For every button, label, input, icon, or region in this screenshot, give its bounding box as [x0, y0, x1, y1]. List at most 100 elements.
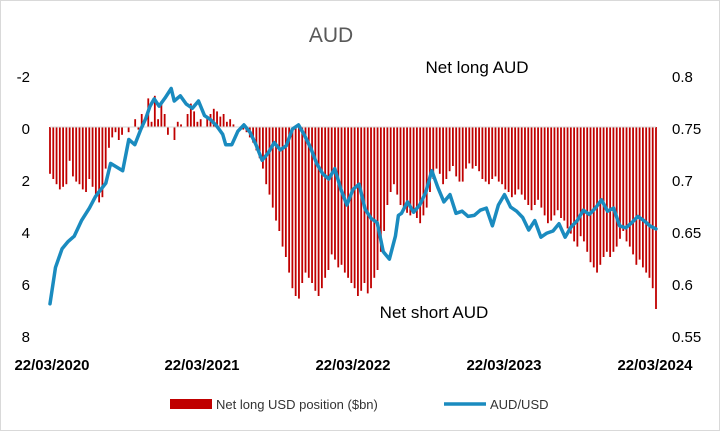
- bar: [399, 127, 402, 205]
- x-tick-label: 22/03/2023: [466, 357, 541, 374]
- bar: [648, 127, 651, 278]
- bar: [389, 127, 392, 192]
- bar: [117, 127, 120, 140]
- bar: [622, 127, 625, 231]
- bar: [596, 127, 598, 273]
- bar: [160, 101, 163, 127]
- bar: [298, 127, 300, 299]
- bar: [527, 127, 530, 205]
- bar: [481, 127, 484, 179]
- bar: [127, 127, 130, 133]
- bar: [281, 127, 284, 247]
- bar: [573, 127, 576, 242]
- left-tick-label: 4: [22, 225, 30, 242]
- bar: [199, 119, 202, 127]
- bar: [628, 127, 631, 247]
- bar: [350, 127, 353, 283]
- bar: [425, 127, 428, 208]
- bar: [569, 127, 572, 234]
- bar: [111, 127, 114, 138]
- bar: [114, 127, 117, 133]
- bar: [278, 127, 281, 231]
- bar: [379, 127, 382, 252]
- bar: [642, 127, 644, 268]
- bar: [471, 127, 474, 169]
- bar: [501, 127, 503, 185]
- bar: [212, 108, 215, 127]
- bar: [448, 127, 451, 172]
- bar: [651, 127, 654, 289]
- bar: [409, 127, 412, 216]
- bar: [314, 127, 317, 291]
- legend-line-label: AUD/USD: [490, 397, 549, 412]
- bar: [137, 127, 140, 130]
- bar: [304, 127, 307, 273]
- bar: [412, 127, 415, 211]
- x-axis-ticks: 22/03/2020 22/03/2021 22/03/2022 22/03/2…: [14, 357, 693, 374]
- bar: [268, 127, 271, 195]
- bar: [353, 127, 356, 289]
- bar: [547, 127, 549, 224]
- bar: [465, 127, 467, 169]
- bar: [576, 127, 579, 247]
- bar: [85, 127, 87, 192]
- bar: [478, 127, 481, 172]
- bar: [307, 127, 310, 278]
- left-tick-label: 6: [22, 277, 30, 294]
- bar: [386, 127, 389, 205]
- bar: [635, 127, 638, 265]
- bar: [586, 127, 589, 252]
- bar: [78, 127, 81, 185]
- bar: [419, 127, 422, 224]
- bar: [488, 127, 490, 185]
- x-tick-label: 22/03/2020: [14, 357, 89, 374]
- bar: [615, 127, 618, 247]
- bar: [507, 127, 510, 192]
- bar: [75, 127, 78, 182]
- bar: [72, 127, 74, 177]
- bar: [68, 127, 71, 161]
- bar: [510, 127, 513, 198]
- bar: [474, 127, 477, 166]
- bar: [461, 127, 464, 182]
- bar: [320, 127, 323, 289]
- bar: [121, 127, 123, 135]
- bar: [222, 114, 225, 127]
- bar: [108, 127, 110, 148]
- bar: [402, 127, 405, 208]
- bar: [62, 127, 64, 187]
- annotation-net-long: Net long AUD: [426, 58, 529, 77]
- bar: [540, 127, 543, 208]
- bar: [517, 127, 520, 190]
- bar: [553, 127, 556, 216]
- bar: [484, 127, 487, 182]
- bar: [294, 127, 297, 296]
- bar: [514, 127, 517, 195]
- bar: [324, 127, 327, 278]
- bar: [255, 127, 258, 151]
- bar: [176, 121, 179, 127]
- bar: [317, 127, 320, 296]
- bar: [232, 124, 235, 127]
- bar: [180, 124, 182, 127]
- bar: [537, 127, 539, 200]
- bar: [583, 127, 585, 242]
- right-tick-label: 0.8: [672, 69, 693, 86]
- right-tick-label: 0.65: [672, 225, 701, 242]
- bar: [373, 127, 376, 278]
- bar: [632, 127, 634, 255]
- legend-bar-swatch: [170, 399, 212, 409]
- right-tick-label: 0.75: [672, 121, 701, 138]
- bar: [284, 127, 287, 257]
- bar: [65, 127, 68, 185]
- bar: [396, 127, 399, 195]
- bar: [186, 114, 189, 127]
- bar: [258, 127, 261, 159]
- left-tick-label: 2: [22, 173, 30, 190]
- bar: [101, 127, 104, 198]
- bar: [563, 127, 566, 221]
- chart-title: AUD: [309, 24, 353, 47]
- bar: [196, 121, 199, 127]
- bar: [219, 116, 222, 127]
